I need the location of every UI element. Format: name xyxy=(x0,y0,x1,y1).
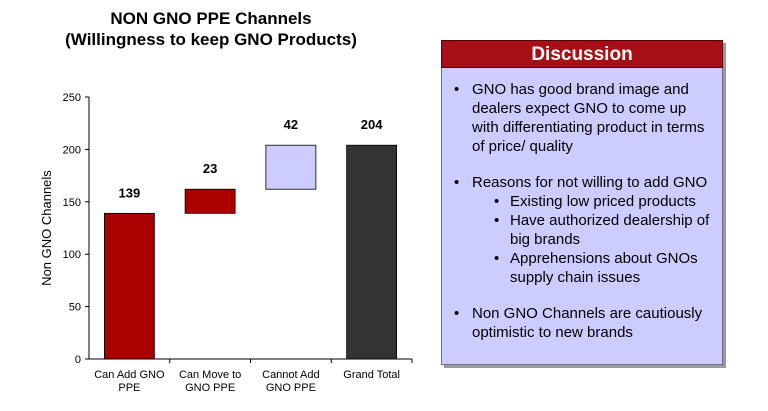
x-tick-label: GNO PPE xyxy=(266,382,316,394)
discussion-point-2-text: Reasons for not willing to add GNO xyxy=(472,174,708,191)
discussion-point-1: GNO has good brand image and dealers exp… xyxy=(450,80,714,156)
waterfall-chart: 0 50 100 150 200 250 Non GNO Channels 139 Can Ad… xyxy=(39,92,413,394)
discussion-panel: Discussion GNO has good brand image and … xyxy=(441,40,723,365)
bar xyxy=(184,188,236,214)
y-tick-label: 150 xyxy=(63,197,81,209)
x-tick-label: Grand Total xyxy=(343,369,400,381)
x-tick-label: Can Add GNO xyxy=(94,369,165,381)
y-axis-label: Non GNO Channels xyxy=(39,170,54,286)
y-tick-label: 200 xyxy=(63,144,81,156)
data-label: 139 xyxy=(119,185,141,200)
data-label: 23 xyxy=(203,161,217,176)
x-tick-label: Can Move to xyxy=(179,369,241,381)
discussion-body: GNO has good brand image and dealers exp… xyxy=(441,68,723,365)
y-tick-label: 100 xyxy=(63,249,81,261)
discussion-title: Discussion xyxy=(441,40,723,68)
bar xyxy=(103,212,155,360)
chart-title-line-2: (Willingness to keep GNO Products) xyxy=(65,30,357,49)
discussion-point-2: Reasons for not willing to add GNO Exist… xyxy=(450,173,714,287)
y-tick-label: 250 xyxy=(63,92,81,104)
bar xyxy=(265,144,317,190)
discussion-subpoint-1: Existing low priced products xyxy=(472,192,714,211)
y-tick-label: 50 xyxy=(69,302,81,314)
discussion-point-3: Non GNO Channels are cautiously optimist… xyxy=(450,304,714,342)
data-label: 42 xyxy=(284,117,298,132)
discussion-subpoint-2: Have authorized dealership of big brands xyxy=(472,211,714,249)
y-tick-label: 0 xyxy=(75,354,81,366)
chart-title-line-1: NON GNO PPE Channels xyxy=(110,9,312,28)
discussion-subpoints: Existing low priced products Have author… xyxy=(472,192,714,287)
x-tick-label: GNO PPE xyxy=(185,382,235,394)
bar xyxy=(346,144,398,360)
x-tick-label: Cannot Add xyxy=(262,369,320,381)
chart-title: NON GNO PPE Channels (Willingness to kee… xyxy=(20,8,402,50)
data-label: 204 xyxy=(361,117,383,132)
x-tick-label: PPE xyxy=(118,382,140,394)
discussion-subpoint-3: Apprehensions about GNOs supply chain is… xyxy=(472,249,714,287)
